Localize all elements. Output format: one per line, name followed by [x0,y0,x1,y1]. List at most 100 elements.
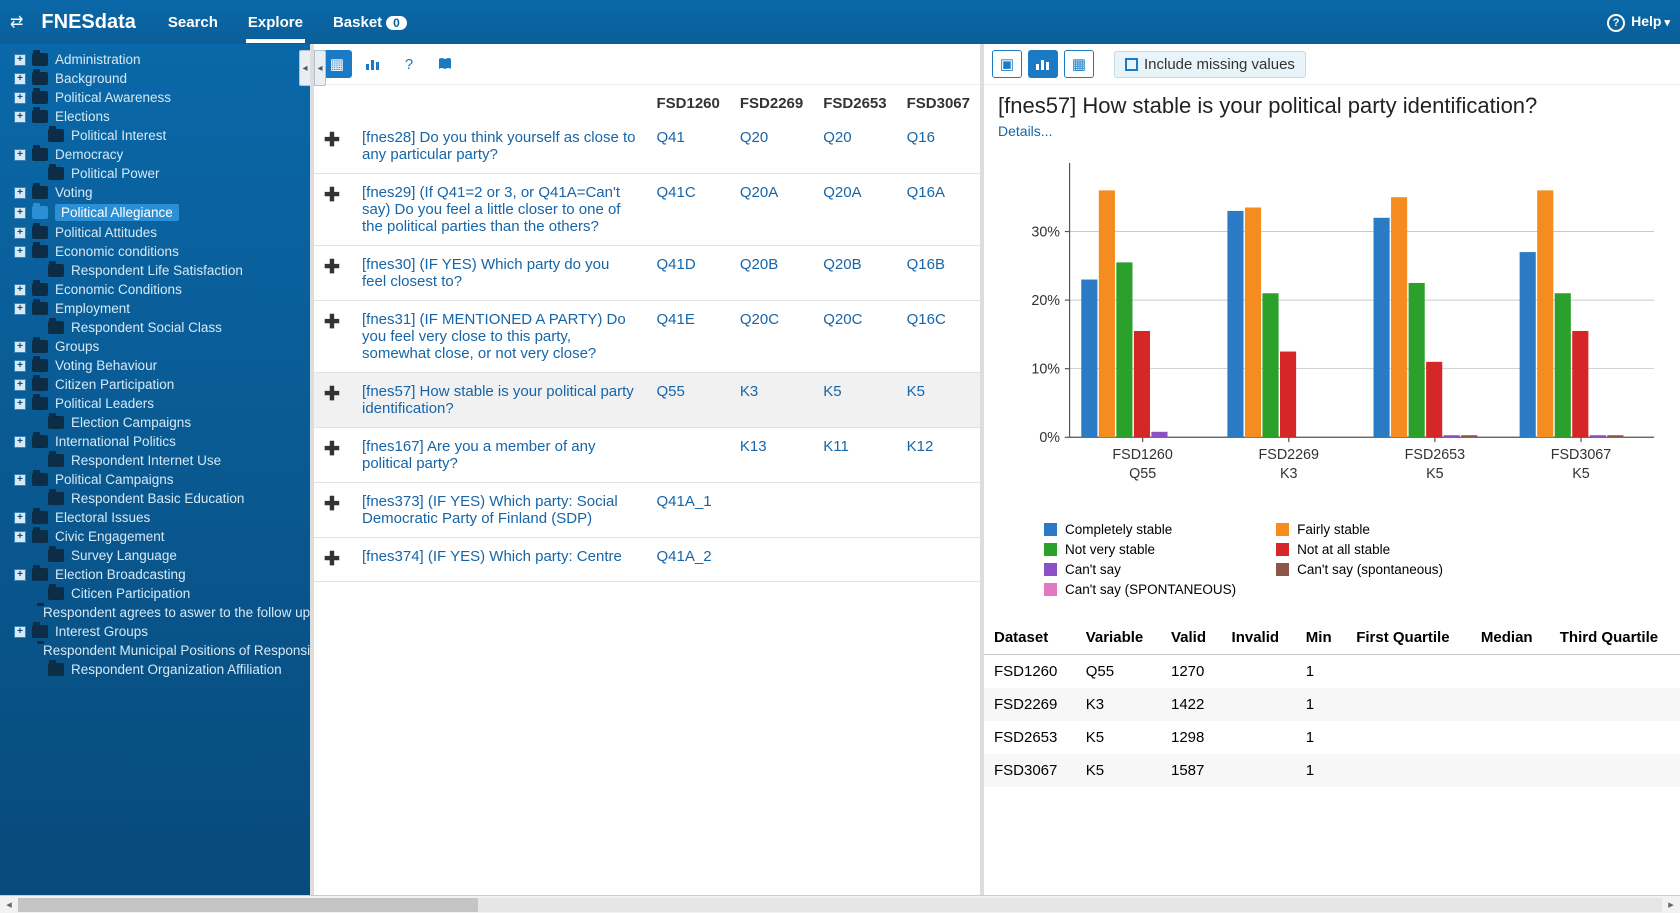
tree-item[interactable]: +Administration [0,50,310,69]
variable-code[interactable]: Q20 [730,119,813,174]
tree-item[interactable]: +Political Attitudes [0,223,310,242]
legend-item[interactable]: Completely stable [1044,522,1236,537]
variable-description[interactable]: [fnes167] Are you a member of any politi… [352,428,647,483]
expand-icon[interactable]: + [14,187,26,199]
sidebar-tree[interactable]: +Administration+Background+Political Awa… [0,44,310,895]
variable-code[interactable]: Q41A_1 [647,483,730,538]
variable-description[interactable]: [fnes28] Do you think yourself as close … [352,119,647,174]
variable-code[interactable]: K11 [813,428,896,483]
details-link[interactable]: Details... [984,119,1680,151]
collapse-center-handle[interactable]: ◂ [314,50,326,86]
variable-code[interactable]: Q16B [897,246,980,301]
expand-icon[interactable]: + [14,284,26,296]
variable-code[interactable] [813,538,896,582]
variable-code[interactable]: Q20B [730,246,813,301]
legend-item[interactable]: Not at all stable [1276,542,1443,557]
tree-item[interactable]: Respondent Social Class [0,318,310,337]
tree-item[interactable]: +Economic Conditions [0,280,310,299]
include-missing-checkbox[interactable]: Include missing values [1114,51,1306,78]
tree-item[interactable]: +Political Leaders [0,394,310,413]
column-header[interactable]: FSD1260 [647,87,730,121]
expand-icon[interactable]: + [14,341,26,353]
table-row[interactable]: ✚[fnes167] Are you a member of any polit… [314,428,980,483]
chart-view-button[interactable] [1028,50,1058,78]
table-row[interactable]: ✚ [fnes30] (IF YES) Which party do you fe… [314,246,980,301]
variable-code[interactable]: Q16C [897,301,980,373]
table-row[interactable]: ✚[fnes31] (IF MENTIONED A PARTY) Do you … [314,301,980,373]
tree-item[interactable]: Respondent Basic Education [0,489,310,508]
expand-icon[interactable]: + [14,474,26,486]
variable-code[interactable]: Q20 [813,119,896,174]
tree-item[interactable]: Respondent Life Satisfaction [0,261,310,280]
legend-item[interactable]: Can't say (spontaneous) [1276,562,1443,577]
add-to-basket-button[interactable]: ✚ [324,312,340,333]
variable-code[interactable]: K5 [813,373,896,428]
scroll-right-arrow[interactable]: ▸ [1662,898,1680,911]
tree-item[interactable]: +Political Awareness [0,88,310,107]
expand-icon[interactable]: + [14,54,26,66]
variable-code[interactable]: K3 [730,373,813,428]
variable-code[interactable]: Q16A [897,174,980,246]
expand-icon[interactable]: + [14,569,26,581]
add-to-basket-button[interactable]: ✚ [324,257,340,278]
add-to-basket-button[interactable]: ✚ [324,494,340,515]
tree-item[interactable]: +Elections [0,107,310,126]
variable-code[interactable] [730,538,813,582]
variable-code[interactable]: Q20C [730,301,813,373]
column-header[interactable] [314,87,352,121]
table-view-button[interactable]: ▦ [322,50,352,78]
variable-code[interactable] [730,483,813,538]
table-row[interactable]: ✚ [fnes29] (If Q41=2 or 3, or Q41A=Can't … [314,174,980,246]
tree-item[interactable]: Respondent Organization Affiliation [0,660,310,679]
column-header[interactable]: FSD2653 [813,87,896,121]
expand-icon[interactable]: + [14,626,26,638]
variable-description[interactable]: [fnes373] (IF YES) Which party: Social D… [352,483,647,538]
add-to-basket-button[interactable]: ✚ [324,185,340,206]
legend-item[interactable]: Can't say (SPONTANEOUS) [1044,582,1236,597]
add-to-basket-button[interactable]: ✚ [324,549,340,570]
variable-code[interactable] [897,483,980,538]
tree-item[interactable]: +Democracy [0,145,310,164]
add-to-basket-button[interactable]: ✚ [324,130,340,151]
expand-icon[interactable]: + [14,149,26,161]
variable-description[interactable]: [fnes29] (If Q41=2 or 3, or Q41A=Can't s… [352,174,647,246]
add-to-basket-button[interactable]: ✚ [324,384,340,405]
expand-icon[interactable]: + [14,303,26,315]
tree-item[interactable]: +Citizen Participation [0,375,310,394]
book-icon[interactable] [430,50,460,78]
expand-icon[interactable]: + [14,531,26,543]
tree-item[interactable]: +Groups [0,337,310,356]
variable-code[interactable]: K13 [730,428,813,483]
variable-description[interactable]: [fnes30] (IF YES) Which party do you fee… [352,246,647,301]
table-row[interactable]: ✚ [fnes374] (IF YES) Which party: CentreQ… [314,538,980,582]
variable-code[interactable]: Q41 [647,119,730,174]
variable-code[interactable] [647,428,730,483]
variable-code[interactable]: Q41E [647,301,730,373]
variable-code[interactable]: Q16 [897,119,980,174]
tree-item[interactable]: +Voting [0,183,310,202]
variable-code[interactable]: Q20C [813,301,896,373]
tree-item[interactable]: +International Politics [0,432,310,451]
tree-item[interactable]: +Political Allegiance [0,202,310,223]
tree-item[interactable]: +Electoral Issues [0,508,310,527]
variable-description[interactable]: [fnes374] (IF YES) Which party: Centre [352,538,647,582]
table-row[interactable]: ✚ [fnes373] (IF YES) Which party: Social … [314,483,980,538]
help-button[interactable]: ? [394,50,424,78]
tree-item[interactable]: +Employment [0,299,310,318]
scroll-left-arrow[interactable]: ◂ [0,898,18,911]
column-header[interactable]: FSD2269 [730,87,813,121]
horizontal-scrollbar[interactable]: ◂ ▸ [0,895,1680,913]
expand-icon[interactable]: + [14,398,26,410]
variable-code[interactable]: Q41A_2 [647,538,730,582]
expand-icon[interactable]: + [14,92,26,104]
collapse-sidebar-handle[interactable]: ◂ [299,50,310,86]
tree-item[interactable]: Respondent Internet Use [0,451,310,470]
nav-basket[interactable]: Basket0 [331,2,409,43]
tree-item[interactable]: Survey Language [0,546,310,565]
expand-icon[interactable]: + [14,111,26,123]
expand-icon[interactable]: + [14,360,26,372]
tree-item[interactable]: Citicen Participation [0,584,310,603]
nav-search[interactable]: Search [166,2,220,43]
expand-icon[interactable]: + [14,73,26,85]
expand-icon[interactable]: + [14,207,26,219]
